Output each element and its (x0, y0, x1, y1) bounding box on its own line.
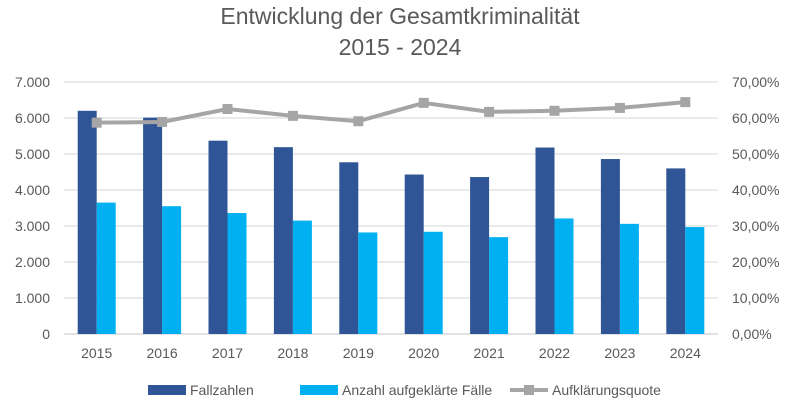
bar-aufgeklaert-2024 (685, 227, 705, 334)
x-tick-label: 2022 (539, 345, 570, 361)
x-tick-label: 2023 (604, 345, 635, 361)
left-axis: 0 1.000 2.000 3.000 4.000 5.000 6.000 7.000 (15, 74, 50, 342)
x-tick-label: 2021 (474, 345, 505, 361)
line-aufklaerungsquote (96, 100, 686, 125)
legend-label-quote: Aufklärungsquote (552, 382, 661, 398)
right-tick-label: 50,00% (732, 146, 779, 162)
marker-quote-2019 (353, 116, 364, 127)
line-series (91, 97, 691, 128)
left-tick-label: 7.000 (15, 74, 50, 90)
bar-aufgeklaert-2018 (292, 220, 312, 334)
bar-aufgeklaert-2016 (162, 206, 182, 334)
bar-fallzahlen-2016 (143, 117, 163, 334)
marker-quote-2023 (614, 102, 625, 113)
left-tick-label: 5.000 (15, 146, 50, 162)
marker-quote-2018 (287, 110, 298, 121)
x-tick-label: 2020 (408, 345, 439, 361)
right-axis: 0,00% 10,00% 20,00% 30,00% 40,00% 50,00% 60,00… (732, 74, 779, 342)
right-tick-label: 30,00% (732, 218, 779, 234)
x-tick-label: 2018 (277, 345, 308, 361)
bar-fallzahlen-2018 (273, 147, 293, 334)
legend-swatch-aufgeklaert (300, 385, 338, 395)
x-tick-label: 2016 (147, 345, 178, 361)
bars (77, 110, 705, 334)
bar-aufgeklaert-2017 (227, 213, 247, 334)
x-tick-label: 2024 (670, 345, 701, 361)
marker-quote-2024 (680, 97, 691, 108)
right-tick-label: 60,00% (732, 110, 779, 126)
right-tick-label: 40,00% (732, 182, 779, 198)
marker-quote-2020 (418, 97, 429, 108)
bar-fallzahlen-2019 (339, 162, 359, 334)
bar-aufgeklaert-2020 (423, 231, 443, 334)
right-tick-label: 20,00% (732, 254, 779, 270)
chart-title: Entwicklung der Gesamtkriminalität (220, 3, 580, 29)
bar-aufgeklaert-2023 (619, 223, 639, 334)
marker-quote-2022 (549, 105, 560, 116)
right-tick-label: 70,00% (732, 74, 779, 90)
bar-fallzahlen-2015 (77, 110, 97, 334)
marker-quote-2015 (91, 117, 102, 128)
left-tick-label: 4.000 (15, 182, 50, 198)
bar-aufgeklaert-2019 (358, 232, 378, 334)
bar-fallzahlen-2024 (666, 168, 686, 334)
bar-fallzahlen-2017 (208, 140, 228, 334)
bar-aufgeklaert-2021 (489, 237, 509, 334)
right-tick-label: 10,00% (732, 290, 779, 306)
left-tick-label: 6.000 (15, 110, 50, 126)
left-tick-label: 1.000 (15, 290, 50, 306)
legend: Fallzahlen Anzahl aufgeklärte Fälle Aufk… (148, 382, 661, 398)
bar-fallzahlen-2020 (404, 174, 424, 334)
legend-label-aufgeklaert: Anzahl aufgeklärte Fälle (342, 382, 492, 398)
right-tick-label: 0,00% (732, 326, 772, 342)
left-tick-label: 0 (42, 326, 50, 342)
legend-swatch-fallzahlen (148, 385, 186, 395)
bar-fallzahlen-2023 (600, 159, 620, 334)
bar-aufgeklaert-2015 (96, 202, 116, 334)
bar-aufgeklaert-2022 (554, 218, 574, 334)
x-axis: 2015 2016 2017 2018 2019 2020 2021 2022 2023 2024 (81, 345, 701, 361)
x-tick-label: 2019 (343, 345, 374, 361)
marker-quote-2021 (484, 106, 495, 117)
legend-label-fallzahlen: Fallzahlen (190, 382, 254, 398)
left-tick-label: 2.000 (15, 254, 50, 270)
chart-subtitle: 2015 - 2024 (339, 34, 462, 60)
left-tick-label: 3.000 (15, 218, 50, 234)
marker-quote-2016 (157, 116, 168, 127)
bar-fallzahlen-2022 (535, 147, 555, 334)
x-tick-label: 2017 (212, 345, 243, 361)
bar-fallzahlen-2021 (470, 177, 490, 334)
x-tick-label: 2015 (81, 345, 112, 361)
legend-swatch-quote-marker (524, 385, 534, 395)
marker-quote-2017 (222, 104, 233, 114)
